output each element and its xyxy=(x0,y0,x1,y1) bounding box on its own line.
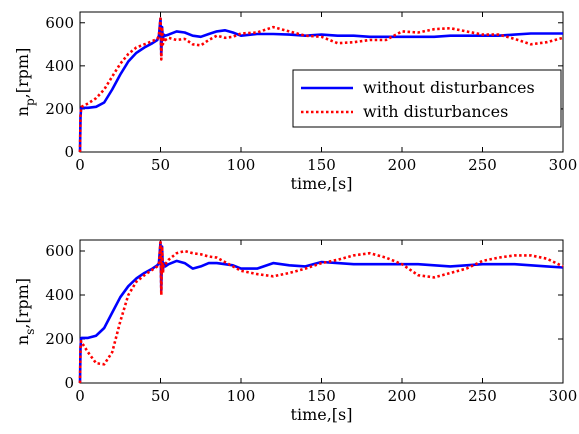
bottom-chart-y-axis-label: ns,[rpm] xyxy=(13,278,37,345)
x-tick-label: 150 xyxy=(307,156,336,174)
series-line-without-disturbances xyxy=(78,240,564,384)
bottom-chart-y-axis-label-main: n xyxy=(13,335,32,345)
x-tick-label: 100 xyxy=(227,156,256,174)
top-chart-y-axis-label-main: n xyxy=(13,106,32,116)
bottom-chart-series-group xyxy=(78,240,564,384)
top-chart-x-ticks: 0 50 100 150 200 250 300 xyxy=(75,12,577,174)
x-tick-label: 50 xyxy=(151,156,170,174)
x-tick-label: 50 xyxy=(151,387,170,405)
x-tick-label: 150 xyxy=(307,387,336,405)
series-line-without-disturbances xyxy=(78,17,563,153)
y-tick-label: 600 xyxy=(45,242,74,260)
legend-box xyxy=(292,69,562,128)
legend-label-without-disturbances: without disturbances xyxy=(363,78,535,97)
top-chart-series-group xyxy=(78,17,564,153)
top-chart-y-axis-label-unit: ,[rpm] xyxy=(13,48,32,99)
x-tick-label: 250 xyxy=(468,387,497,405)
x-tick-label: 0 xyxy=(75,156,85,174)
y-tick-label: 200 xyxy=(45,330,74,348)
top-chart-y-axis-label-subscript: p xyxy=(23,98,37,106)
x-tick-label: 200 xyxy=(388,387,417,405)
y-tick-label: 0 xyxy=(64,143,74,161)
bottom-chart-y-ticks: 0 200 400 600 xyxy=(45,242,563,392)
bottom-chart-y-axis-label-unit: ,[rpm] xyxy=(13,278,32,329)
legend: without disturbances with disturbances xyxy=(292,69,562,128)
x-tick-label: 0 xyxy=(75,387,85,405)
x-tick-label: 100 xyxy=(227,387,256,405)
y-tick-label: 400 xyxy=(45,57,74,75)
y-tick-label: 400 xyxy=(45,286,74,304)
x-tick-label: 300 xyxy=(549,156,578,174)
legend-label-with-disturbances: with disturbances xyxy=(363,102,508,121)
series-line-with-disturbances xyxy=(78,17,564,153)
top-chart-y-axis-label: np,[rpm] xyxy=(13,48,37,117)
top-chart-x-axis-label: time,[s] xyxy=(291,174,353,193)
x-tick-label: 200 xyxy=(388,156,417,174)
y-tick-label: 200 xyxy=(45,100,74,118)
x-tick-label: 250 xyxy=(468,156,497,174)
top-chart-y-ticks: 0 200 400 600 xyxy=(45,14,563,161)
y-tick-label: 600 xyxy=(45,14,74,32)
y-tick-label: 0 xyxy=(64,374,74,392)
bottom-chart-y-axis-label-subscript: s xyxy=(23,329,37,335)
bottom-chart-x-ticks: 0 50 100 150 200 250 300 xyxy=(75,240,577,405)
bottom-chart-panel: 0 200 400 600 0 50 100 150 200 250 300 time,[s] n… xyxy=(13,239,577,424)
x-tick-label: 300 xyxy=(549,387,578,405)
top-chart-panel: 0 200 400 600 0 50 100 150 200 250 300 time,[s] n… xyxy=(13,11,577,193)
bottom-chart-x-axis-label: time,[s] xyxy=(291,405,353,424)
series-line-with-disturbances xyxy=(78,240,564,384)
